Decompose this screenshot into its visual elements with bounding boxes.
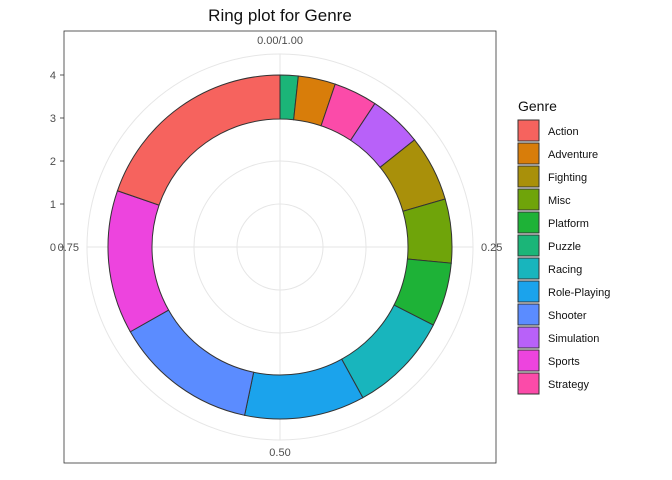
legend-label: Action: [548, 126, 579, 138]
legend-item: Platform: [517, 211, 589, 234]
chart-title: Ring plot for Genre: [208, 6, 352, 25]
legend-label: Simulation: [548, 333, 599, 345]
legend-swatch: [517, 326, 540, 349]
y-tick-label: 2: [50, 156, 56, 168]
legend-item: Adventure: [517, 142, 598, 165]
legend-item: Action: [517, 119, 579, 142]
legend-item: Strategy: [517, 372, 589, 395]
slice-misc: [402, 198, 453, 264]
y-tick-label: 1: [50, 199, 56, 211]
slice-sports: [107, 190, 170, 333]
legend-swatch: [517, 188, 540, 211]
angle-tick-label: 0.00/1.00: [257, 35, 303, 47]
angle-axis-ticks: 0.00/1.00 0.25 0.50 0.75: [58, 35, 503, 459]
legend-label: Platform: [548, 218, 589, 230]
angle-tick-label: 0.75: [58, 242, 79, 254]
legend-swatch: [517, 303, 540, 326]
legend-swatch: [517, 234, 540, 257]
legend-swatch: [517, 119, 540, 142]
legend-label: Sports: [548, 356, 580, 368]
legend-label: Strategy: [548, 379, 589, 391]
legend-label: Shooter: [548, 310, 587, 322]
legend-swatch: [517, 280, 540, 303]
angle-tick-label: 0.25: [481, 242, 502, 254]
slice-shooter: [129, 309, 255, 416]
legend-title: Genre: [518, 98, 557, 114]
y-tick-label: 4: [50, 70, 56, 82]
legend-label: Adventure: [548, 149, 598, 161]
angle-tick-label: 0.50: [269, 447, 290, 459]
ring-slices: [107, 74, 453, 420]
legend-label: Misc: [548, 195, 571, 207]
legend-item: Racing: [517, 257, 582, 280]
y-tick-label: 3: [50, 113, 56, 125]
legend-label: Fighting: [548, 172, 587, 184]
legend-label: Racing: [548, 264, 582, 276]
legend-swatch: [517, 211, 540, 234]
legend-swatch: [517, 165, 540, 188]
legend-item: Role-Playing: [517, 280, 610, 303]
slice-role-playing: [243, 358, 364, 420]
legend-swatch: [517, 349, 540, 372]
y-axis-ticks: 0 1 2 3 4: [50, 70, 64, 254]
legend-swatch: [517, 142, 540, 165]
legend-item: Sports: [517, 349, 580, 372]
legend-swatch: [517, 257, 540, 280]
legend-item: Fighting: [517, 165, 587, 188]
legend-label: Puzzle: [548, 241, 581, 253]
legend-item: Misc: [517, 188, 571, 211]
y-tick-label: 0: [50, 242, 56, 254]
legend-item: Simulation: [517, 326, 599, 349]
legend-swatch: [517, 372, 540, 395]
legend-item: Shooter: [517, 303, 587, 326]
legend: Genre Action Adventure Fighting Misc Platfor…: [517, 98, 610, 395]
legend-item: Puzzle: [517, 234, 581, 257]
legend-label: Role-Playing: [548, 287, 610, 299]
slice-action: [116, 74, 281, 206]
